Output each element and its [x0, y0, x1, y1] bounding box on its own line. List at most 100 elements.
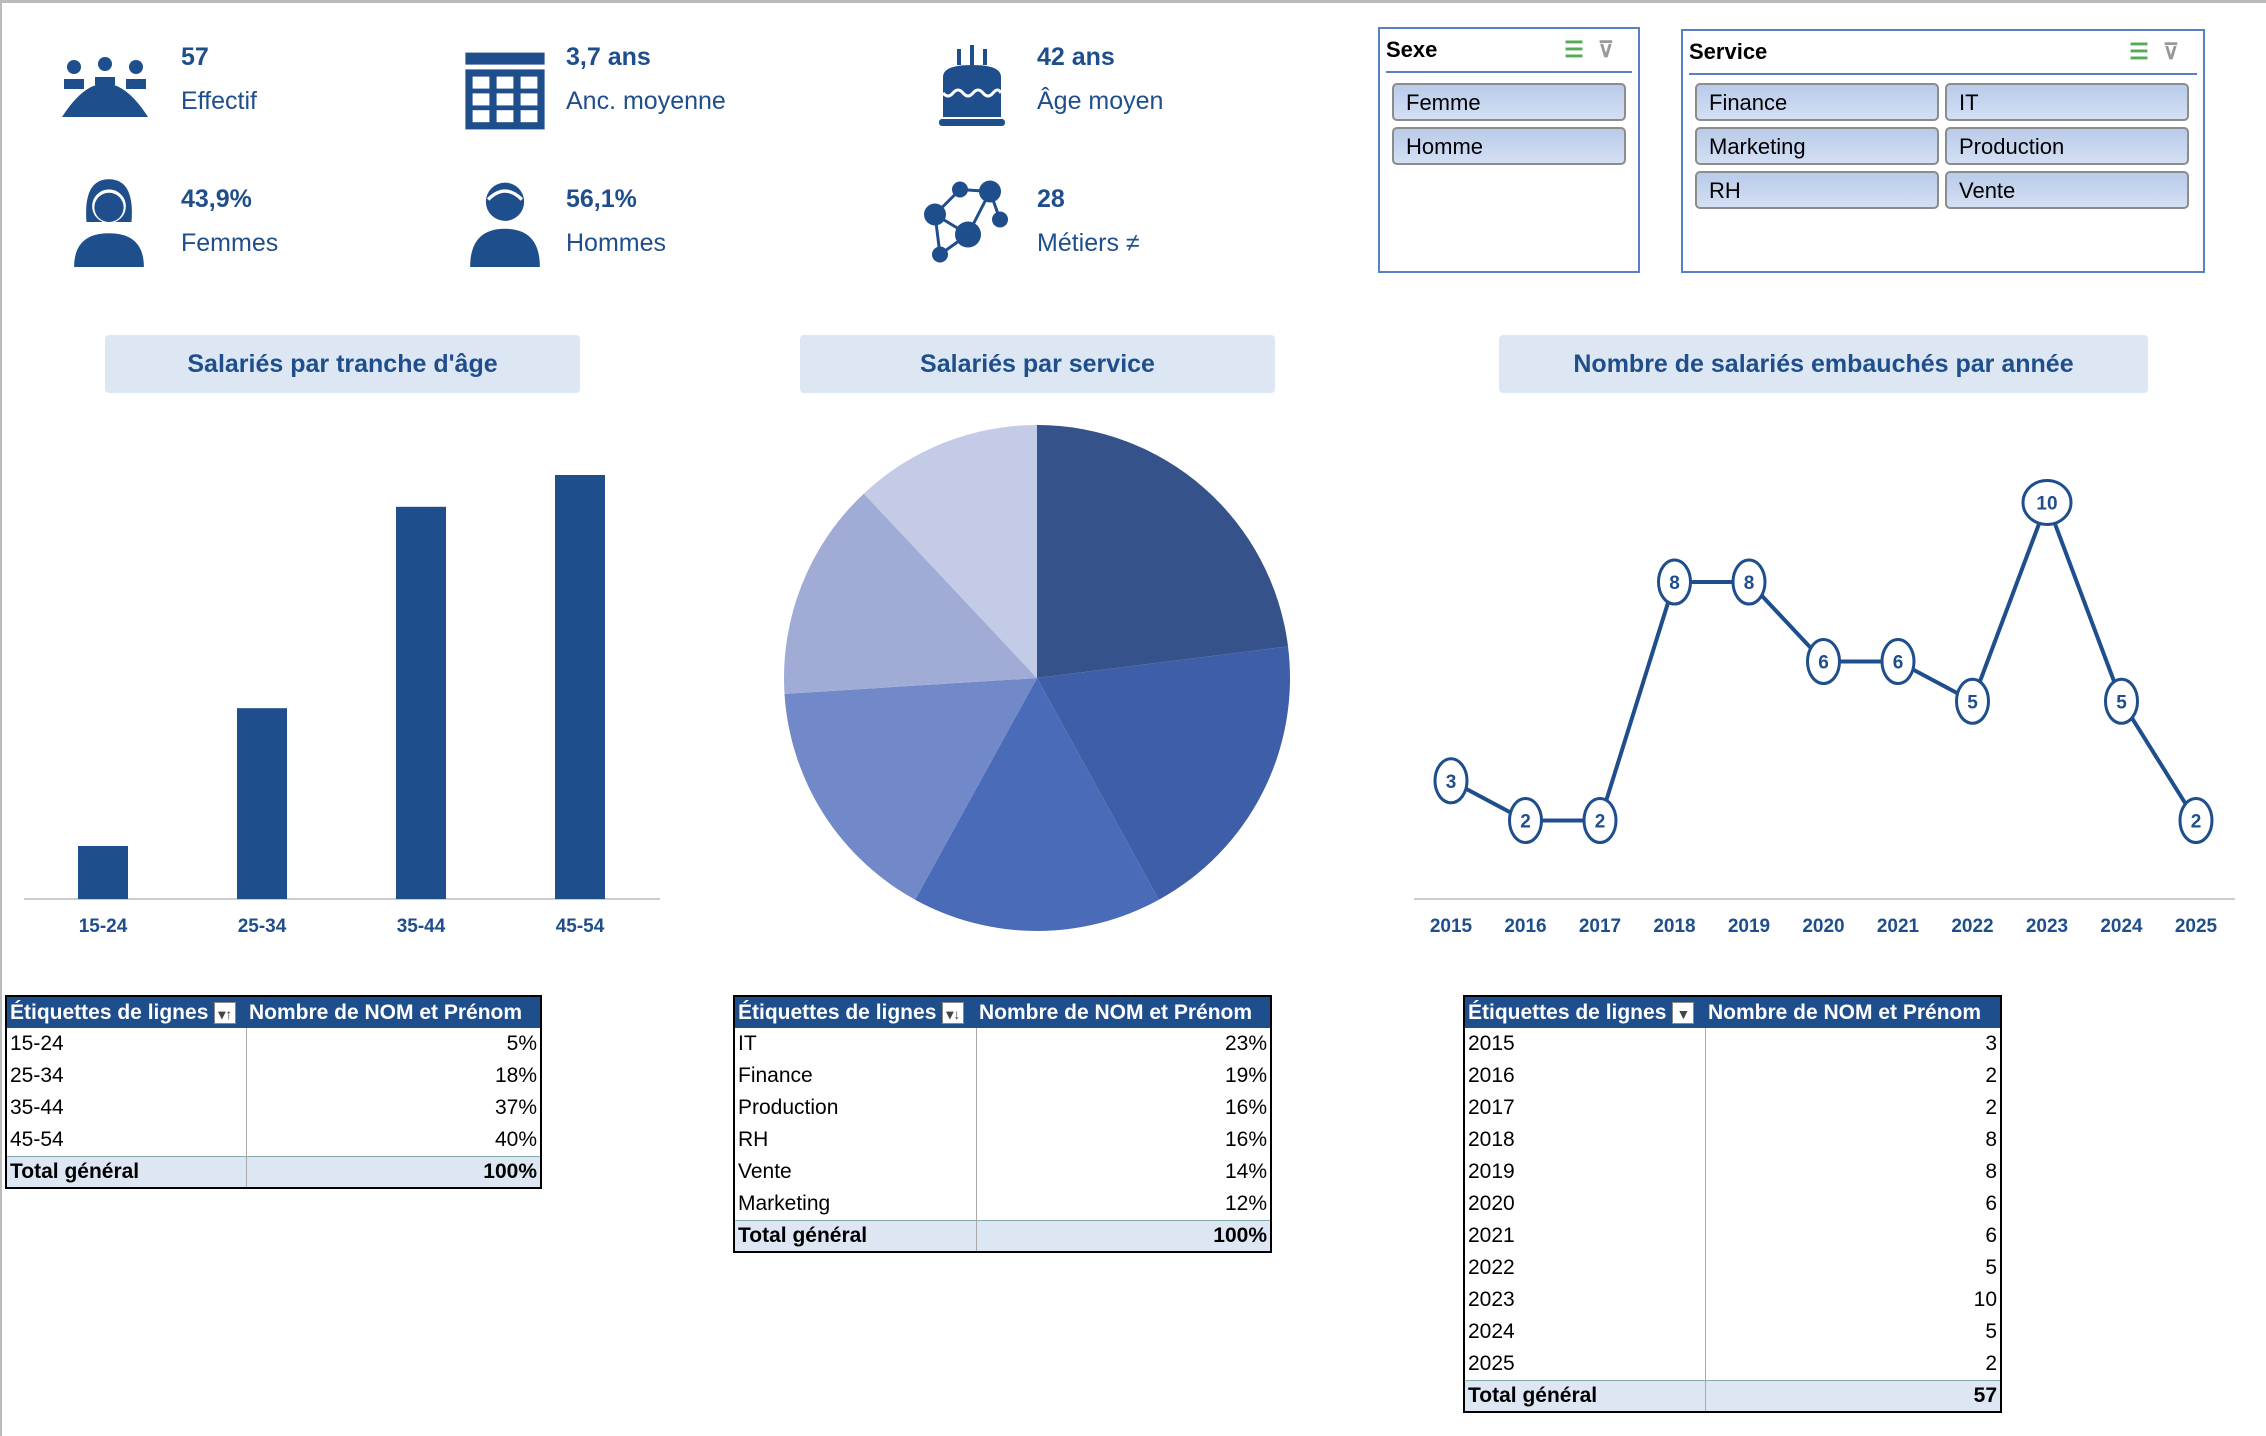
table-cell-value[interactable]: 37% [245, 1092, 541, 1124]
table-cell-value[interactable]: 2 [1704, 1092, 2001, 1124]
table-cell-value[interactable]: 12% [975, 1188, 1271, 1220]
slicer-item-vente[interactable]: Vente [1945, 171, 2189, 209]
table-cell-label[interactable]: 2025 [1468, 1351, 1515, 1375]
line-x-tick-label: 2015 [1429, 916, 1473, 937]
slicer-item-it[interactable]: IT [1945, 83, 2189, 121]
table-cell-label[interactable]: 45-54 [10, 1127, 64, 1151]
table-cell-value[interactable]: 14% [975, 1156, 1271, 1188]
table-cell-value[interactable]: 2 [1704, 1348, 2001, 1380]
table-cell-value[interactable]: 6 [1704, 1188, 2001, 1220]
clear-filter-icon[interactable]: ⊽ [2162, 39, 2193, 64]
line-data-label: 5 [2116, 692, 2127, 713]
filter-dropdown-icon[interactable]: ▾↑ [214, 1001, 237, 1024]
table-cell-label[interactable]: Marketing [738, 1191, 831, 1215]
table-cell-label[interactable]: 35-44 [10, 1096, 64, 1119]
slicer-item-femme[interactable]: Femme [1392, 83, 1626, 121]
table-cell-label[interactable]: 2018 [1468, 1128, 1515, 1151]
pie-slice-Vente [784, 493, 1037, 694]
kpi-femmes-label: Femmes [181, 229, 279, 257]
table-cell-value[interactable]: 3 [1704, 1028, 2001, 1060]
table-row: 2018 8 [1464, 1124, 2001, 1156]
table-cell-value[interactable]: 8 [1704, 1124, 2001, 1156]
filter-dropdown-icon[interactable]: ▼ [1672, 1001, 1695, 1024]
multi-select-icon[interactable]: ☰ [1564, 37, 1598, 62]
table-cell-label[interactable]: IT [738, 1032, 757, 1055]
table-cell-value[interactable]: 100% [245, 1155, 541, 1188]
line-x-tick-label: 2022 [1951, 916, 1994, 937]
table-cell-value[interactable]: 18% [245, 1060, 541, 1092]
table-cell-label[interactable]: Production [738, 1096, 839, 1119]
line-x-tick-label: 2023 [2025, 916, 2069, 937]
line-data-label: 8 [1744, 573, 1755, 594]
table-cell-label[interactable]: Finance [738, 1064, 813, 1087]
line-x-tick-label: 2018 [1653, 916, 1696, 937]
multi-select-icon[interactable]: ☰ [2129, 39, 2163, 64]
table-cell-label[interactable]: 2020 [1468, 1192, 1515, 1215]
table-cell-label[interactable]: Total général [734, 1219, 976, 1252]
table-cell-value[interactable]: 6 [1704, 1220, 2001, 1252]
table-cell-label[interactable]: 2015 [1468, 1032, 1515, 1055]
table-cell-label[interactable]: Vente [738, 1160, 792, 1183]
table-cell-value[interactable]: 5% [245, 1028, 541, 1060]
table-header: Étiquettes de lignes ▼ [1464, 996, 1705, 1028]
slicer-item-finance[interactable]: Finance [1695, 83, 1939, 121]
slicer-item-rh[interactable]: RH [1695, 171, 1939, 209]
line-point-2019 [1731, 558, 1767, 606]
table-cell-value[interactable]: 2 [1704, 1060, 2001, 1092]
table-total-row: Total général 100% [6, 1155, 541, 1188]
network-icon [924, 180, 1008, 263]
table-cell-value[interactable]: 100% [975, 1219, 1271, 1252]
clear-filter-icon[interactable]: ⊽ [1597, 37, 1628, 62]
birthday-cake-icon [939, 45, 1005, 126]
table-total-row: Total général 100% [734, 1219, 1271, 1252]
table-cell-value[interactable]: 23% [975, 1028, 1271, 1060]
bar-x-tick-label: 45-54 [555, 916, 605, 937]
table-cell-label[interactable]: 2017 [1468, 1096, 1515, 1119]
line-data-label: 8 [1669, 573, 1680, 594]
kpi-effectif-label: Effectif [181, 87, 257, 115]
bar-x-tick-label: 25-34 [237, 916, 287, 937]
table-cell-label[interactable]: 2023 [1468, 1288, 1515, 1311]
table-row: 2019 8 [1464, 1156, 2001, 1188]
table-cell-value[interactable]: 57 [1704, 1379, 2001, 1412]
slicer-item-homme[interactable]: Homme [1392, 127, 1626, 165]
table-cell-label[interactable]: 2024 [1468, 1320, 1515, 1343]
table-cell-label[interactable]: RH [738, 1128, 769, 1151]
pivot-table: Étiquettes de lignes ▼ Nombre de NOM et Pr… [1463, 995, 2002, 1413]
slicer-sexe: Sexe ☰⊽ Femme Homme [1378, 27, 1640, 273]
pie-slice-RH [784, 678, 1037, 900]
slicer-item-marketing[interactable]: Marketing [1695, 127, 1939, 165]
line-x-tick-label: 2024 [2100, 916, 2143, 937]
filter-dropdown-icon[interactable]: ▾↓ [942, 1001, 965, 1024]
line-point-2025 [2178, 797, 2214, 844]
calendar-icon [465, 52, 545, 130]
table-cell-label[interactable]: Total général [1464, 1379, 1705, 1412]
line-point-2015 [1433, 757, 1469, 805]
table-cell-value[interactable]: 5 [1704, 1316, 2001, 1348]
table-cell-value[interactable]: 8 [1704, 1156, 2001, 1188]
charts-svg: 3 2 2 8 8 6 6 5 10 5 2 [24, 425, 2235, 932]
table-cell-label[interactable]: Total général [6, 1155, 246, 1188]
table-cell-label[interactable]: 25-34 [10, 1064, 64, 1087]
table-total-row: Total général 57 [1464, 1379, 2001, 1412]
slicer-item-production[interactable]: Production [1945, 127, 2189, 165]
table-header: Nombre de NOM et Prénom [1705, 996, 2001, 1028]
pie-slice-Finance [1037, 646, 1290, 900]
table-row: 2023 10 [1464, 1284, 2001, 1316]
table-cell-value[interactable]: 40% [245, 1124, 541, 1156]
table-cell-value[interactable]: 19% [975, 1060, 1271, 1092]
table-cell-label[interactable]: 2019 [1468, 1160, 1515, 1183]
table-cell-label[interactable]: 2021 [1468, 1224, 1515, 1247]
line-point-2023 [2021, 479, 2073, 526]
table-cell-label[interactable]: 15-24 [10, 1032, 64, 1055]
line-point-2022 [1955, 677, 1990, 725]
table-cell-label[interactable]: 2016 [1468, 1064, 1515, 1087]
kpi-anciennete-label: Anc. moyenne [566, 87, 726, 115]
table-cell-value[interactable]: 5 [1704, 1252, 2001, 1284]
table-cell-value[interactable]: 16% [975, 1124, 1271, 1156]
table-cell-value[interactable]: 16% [975, 1092, 1271, 1124]
table-cell-label[interactable]: 2022 [1468, 1256, 1515, 1279]
table-cell-value[interactable]: 10 [1704, 1284, 2001, 1316]
kpi-effectif-value: 57 [181, 43, 209, 71]
bar-x-tick-label: 35-44 [396, 916, 446, 937]
